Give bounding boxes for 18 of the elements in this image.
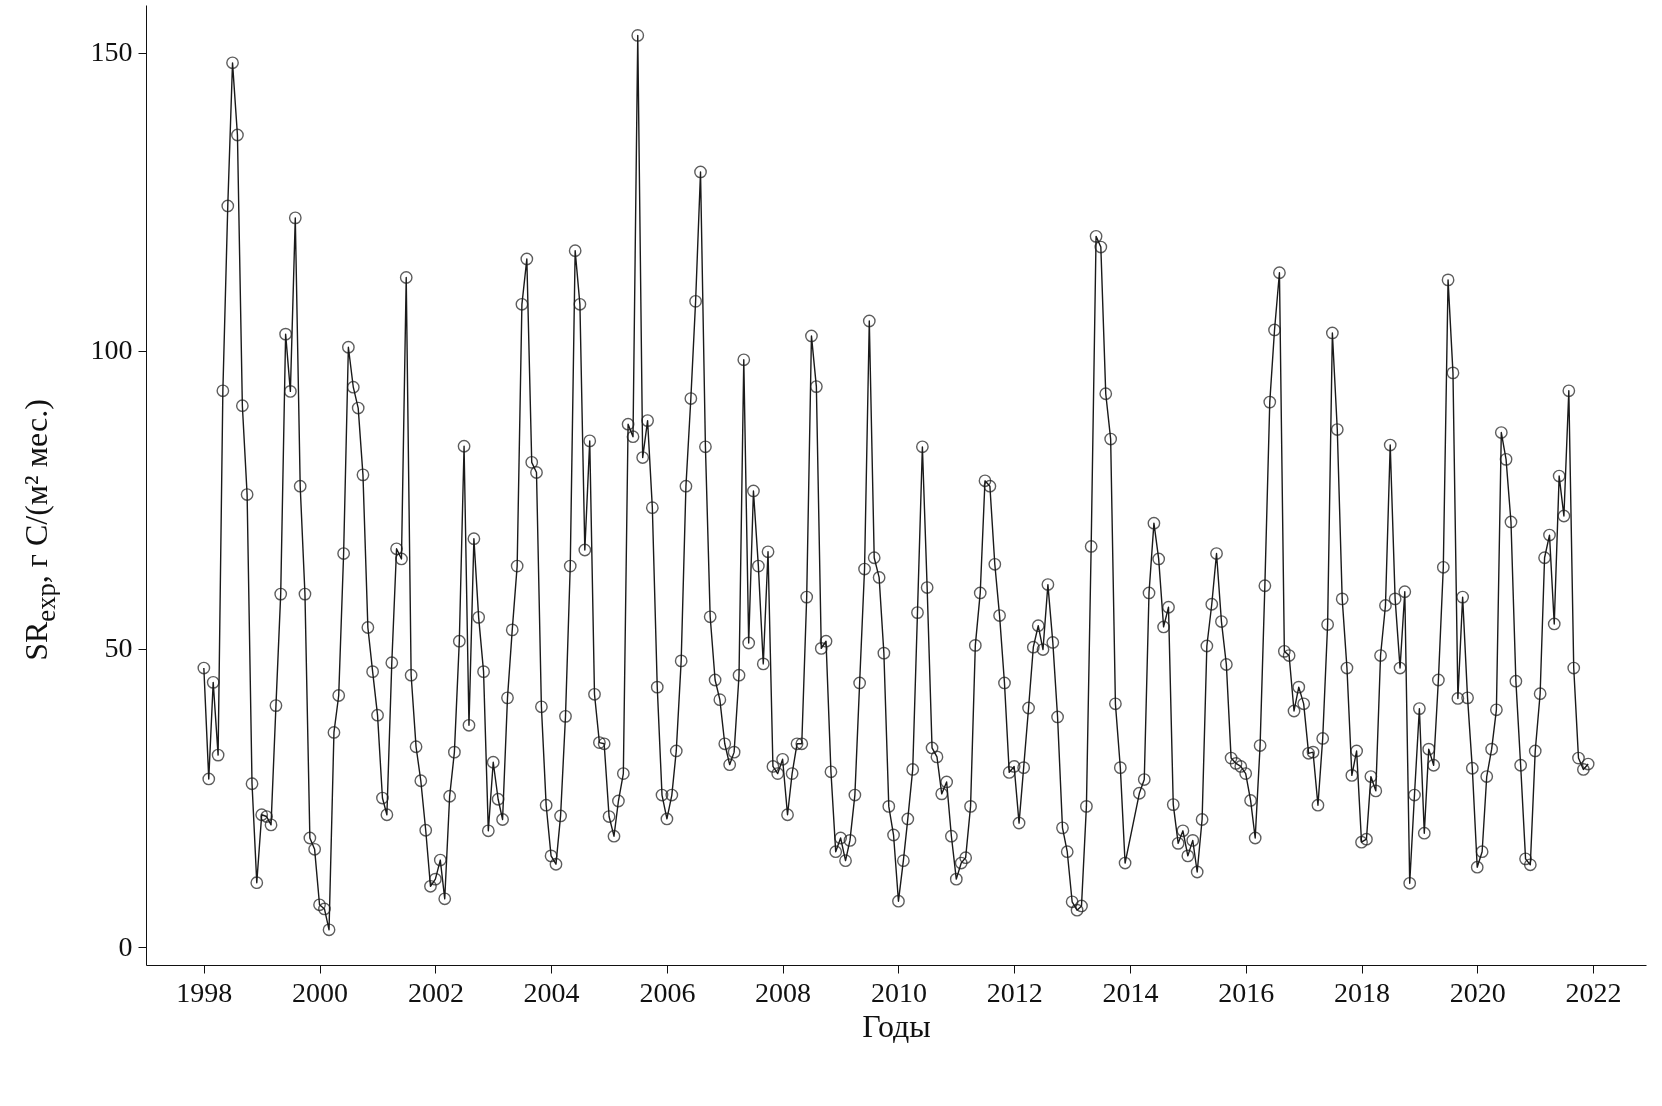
y-tick-label: 50 bbox=[104, 632, 133, 664]
x-axis-title: Годы bbox=[862, 1007, 931, 1044]
x-tick-label: 2016 bbox=[1218, 976, 1275, 1008]
y-tick-label: 150 bbox=[90, 36, 133, 68]
x-tick-label: 2010 bbox=[870, 976, 927, 1008]
x-tick-label: 1998 bbox=[176, 976, 233, 1008]
y-tick-label: 100 bbox=[90, 334, 133, 366]
x-tick-label: 2018 bbox=[1334, 976, 1391, 1008]
x-tick-label: 2014 bbox=[1102, 976, 1159, 1008]
x-tick-label: 2020 bbox=[1449, 976, 1506, 1008]
x-tick-label: 2022 bbox=[1565, 976, 1622, 1008]
x-tick-label: 2008 bbox=[755, 976, 812, 1008]
x-tick-label: 2000 bbox=[292, 976, 349, 1008]
x-tick-label: 2004 bbox=[523, 976, 580, 1008]
x-tick-label: 2006 bbox=[639, 976, 696, 1008]
x-tick-label: 2002 bbox=[407, 976, 464, 1008]
x-tick-label: 2012 bbox=[986, 976, 1043, 1008]
y-tick-label: 0 bbox=[118, 930, 133, 962]
